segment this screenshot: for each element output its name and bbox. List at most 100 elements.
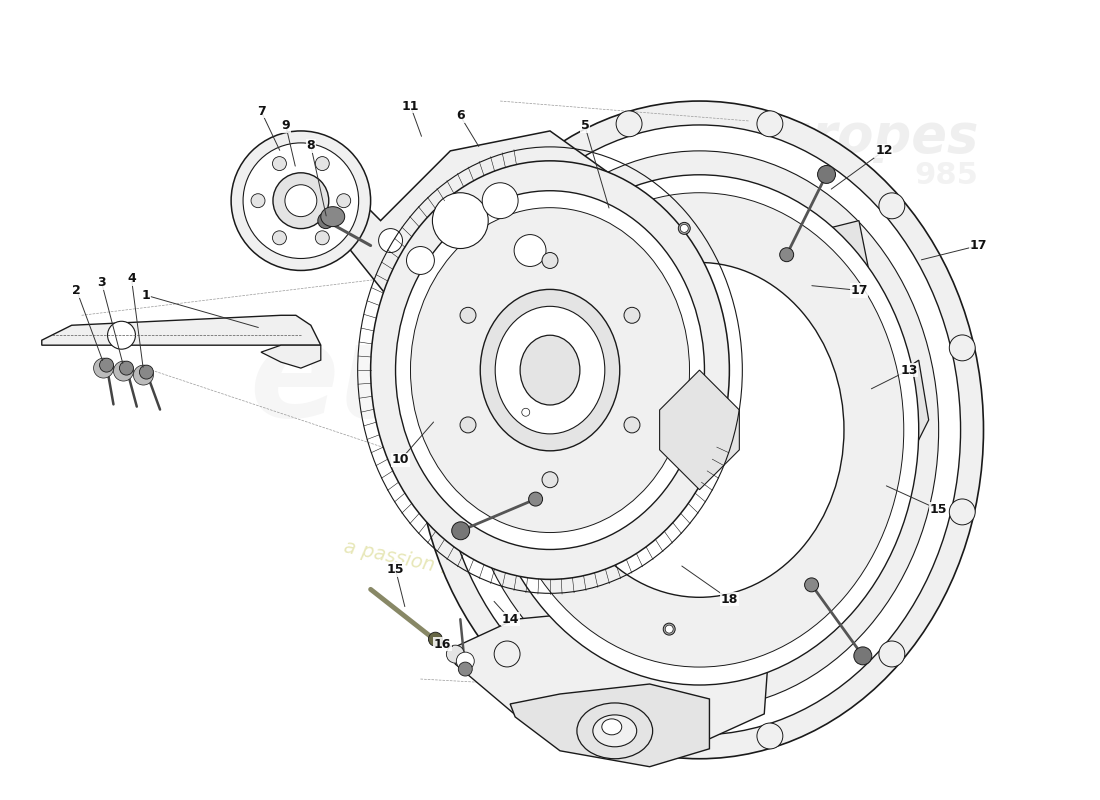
Ellipse shape <box>854 647 872 665</box>
Ellipse shape <box>318 213 333 229</box>
Ellipse shape <box>428 632 442 646</box>
Ellipse shape <box>520 406 531 418</box>
Text: 14: 14 <box>502 613 519 626</box>
Ellipse shape <box>251 194 265 208</box>
Ellipse shape <box>481 174 918 685</box>
Text: 17: 17 <box>850 284 868 297</box>
Text: 17: 17 <box>970 239 988 252</box>
Ellipse shape <box>593 715 637 746</box>
Ellipse shape <box>494 641 520 667</box>
Ellipse shape <box>542 253 558 269</box>
Ellipse shape <box>273 173 329 229</box>
Text: europes: europes <box>249 317 851 443</box>
Ellipse shape <box>378 229 403 253</box>
Text: 3: 3 <box>97 276 106 289</box>
Ellipse shape <box>396 190 704 550</box>
Polygon shape <box>42 315 321 345</box>
Ellipse shape <box>94 358 113 378</box>
Ellipse shape <box>432 193 488 249</box>
Ellipse shape <box>337 194 351 208</box>
Text: 985: 985 <box>914 161 979 190</box>
Polygon shape <box>450 610 769 744</box>
Ellipse shape <box>576 703 652 758</box>
Ellipse shape <box>680 224 689 232</box>
Polygon shape <box>879 360 928 460</box>
Ellipse shape <box>460 307 476 323</box>
Text: 18: 18 <box>720 593 738 606</box>
Text: 2: 2 <box>73 284 81 297</box>
Ellipse shape <box>624 417 640 433</box>
Ellipse shape <box>133 365 153 385</box>
Ellipse shape <box>780 248 794 262</box>
Ellipse shape <box>316 231 329 245</box>
Ellipse shape <box>424 499 450 525</box>
Text: 13: 13 <box>900 364 917 377</box>
Text: 11: 11 <box>402 99 419 113</box>
Ellipse shape <box>456 652 474 670</box>
Polygon shape <box>660 370 739 490</box>
Text: 12: 12 <box>876 144 892 158</box>
Text: 4: 4 <box>128 272 135 285</box>
Ellipse shape <box>416 101 983 758</box>
Text: 1: 1 <box>142 289 151 302</box>
Text: 15: 15 <box>930 503 947 516</box>
Ellipse shape <box>285 185 317 217</box>
Ellipse shape <box>273 157 286 170</box>
Ellipse shape <box>439 125 960 735</box>
Text: 9: 9 <box>282 119 290 133</box>
Text: 10: 10 <box>392 454 409 466</box>
Ellipse shape <box>481 290 619 451</box>
Text: a passion for classics since 1985: a passion for classics since 1985 <box>342 537 658 622</box>
Text: 16: 16 <box>433 638 451 650</box>
Ellipse shape <box>520 335 580 405</box>
Ellipse shape <box>757 111 783 137</box>
Ellipse shape <box>804 578 818 592</box>
Ellipse shape <box>460 151 938 709</box>
Text: europes: europes <box>738 111 979 163</box>
Ellipse shape <box>757 723 783 749</box>
Ellipse shape <box>273 231 286 245</box>
Ellipse shape <box>679 222 691 234</box>
Text: 15: 15 <box>387 563 405 576</box>
Ellipse shape <box>460 417 476 433</box>
Ellipse shape <box>624 307 640 323</box>
Ellipse shape <box>879 193 905 218</box>
Ellipse shape <box>424 335 450 361</box>
Ellipse shape <box>521 408 530 416</box>
Ellipse shape <box>113 361 133 381</box>
Text: 5: 5 <box>581 119 590 133</box>
Ellipse shape <box>108 322 135 349</box>
Ellipse shape <box>371 161 729 579</box>
Ellipse shape <box>120 361 133 375</box>
Ellipse shape <box>514 234 546 266</box>
Ellipse shape <box>447 645 464 663</box>
Ellipse shape <box>879 641 905 667</box>
Ellipse shape <box>407 246 434 274</box>
Ellipse shape <box>529 492 542 506</box>
Ellipse shape <box>616 111 642 137</box>
Ellipse shape <box>316 157 329 170</box>
Ellipse shape <box>616 723 642 749</box>
Text: 8: 8 <box>307 139 315 152</box>
Ellipse shape <box>452 522 470 540</box>
Polygon shape <box>351 131 619 330</box>
Text: 7: 7 <box>256 105 265 118</box>
Ellipse shape <box>663 623 675 635</box>
Ellipse shape <box>542 472 558 488</box>
Polygon shape <box>261 345 321 368</box>
Ellipse shape <box>602 719 621 735</box>
Ellipse shape <box>140 365 153 379</box>
Ellipse shape <box>666 625 673 633</box>
Text: 6: 6 <box>456 110 464 122</box>
Ellipse shape <box>817 166 836 183</box>
Ellipse shape <box>321 206 344 226</box>
Ellipse shape <box>243 143 359 258</box>
Ellipse shape <box>100 358 113 372</box>
Ellipse shape <box>482 182 518 218</box>
Ellipse shape <box>495 193 904 667</box>
Ellipse shape <box>949 335 976 361</box>
Ellipse shape <box>556 262 844 598</box>
Polygon shape <box>759 221 869 310</box>
Ellipse shape <box>231 131 371 270</box>
Ellipse shape <box>410 208 690 533</box>
